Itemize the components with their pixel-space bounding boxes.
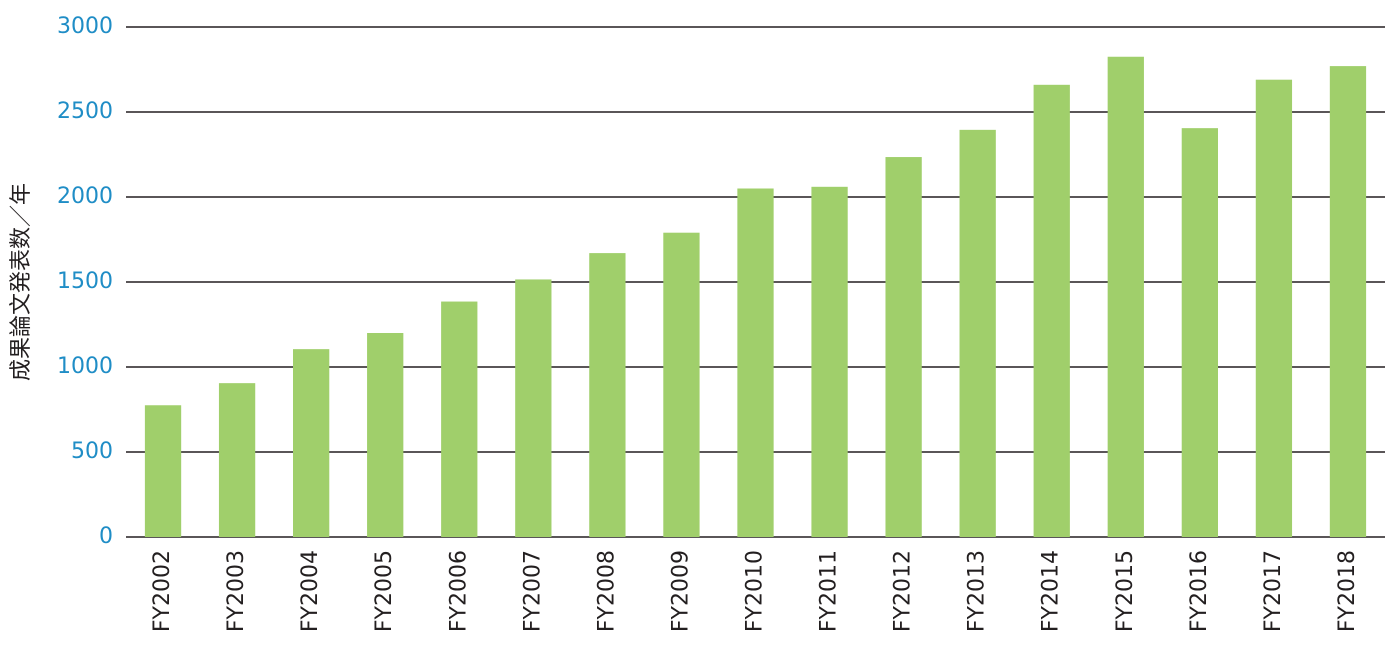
bar (663, 232, 700, 537)
bar (589, 253, 626, 537)
bar (959, 129, 996, 537)
y-tick-label: 2500 (57, 99, 113, 124)
y-tick-label: 3000 (57, 14, 113, 39)
x-tick-label: FY2003 (224, 550, 249, 632)
bar (1033, 84, 1070, 538)
bar (515, 279, 552, 537)
bar (885, 157, 922, 538)
x-tick-label: FY2016 (1187, 550, 1212, 632)
x-tick-label: FY2008 (594, 550, 619, 632)
y-axis-label: 成果論文発表数／年 (9, 183, 34, 381)
bar (1181, 128, 1218, 537)
bar (811, 186, 848, 538)
bar (1255, 79, 1293, 537)
x-tick-label: FY2011 (817, 550, 842, 632)
y-tick-label: 1500 (57, 269, 113, 294)
x-tick-label: FY2015 (1113, 550, 1138, 632)
bar (367, 333, 404, 537)
bar (293, 349, 330, 537)
bar (218, 383, 256, 537)
x-tick-label: FY2002 (150, 550, 175, 632)
x-tick-label: FY2013 (965, 550, 990, 632)
bar (144, 405, 182, 537)
x-tick-label: FY2014 (1039, 550, 1064, 632)
bar (1329, 66, 1367, 537)
y-tick-label: 1000 (57, 354, 113, 379)
x-tick-label: FY2010 (743, 550, 768, 632)
x-tick-label: FY2017 (1261, 550, 1286, 632)
bar (1107, 56, 1144, 537)
y-tick-label: 500 (71, 439, 113, 464)
x-tick-label: FY2012 (891, 550, 916, 632)
x-tick-label: FY2009 (668, 550, 693, 632)
x-tick-label: FY2006 (446, 550, 471, 632)
x-tick-label: FY2005 (372, 550, 397, 632)
bar (737, 188, 774, 537)
x-tick-label: FY2004 (298, 550, 323, 632)
x-tick-label: FY2018 (1335, 550, 1360, 632)
y-tick-label: 0 (99, 524, 113, 549)
bar (441, 301, 478, 537)
x-tick-label: FY2007 (520, 550, 545, 632)
y-tick-label: 2000 (57, 184, 113, 209)
